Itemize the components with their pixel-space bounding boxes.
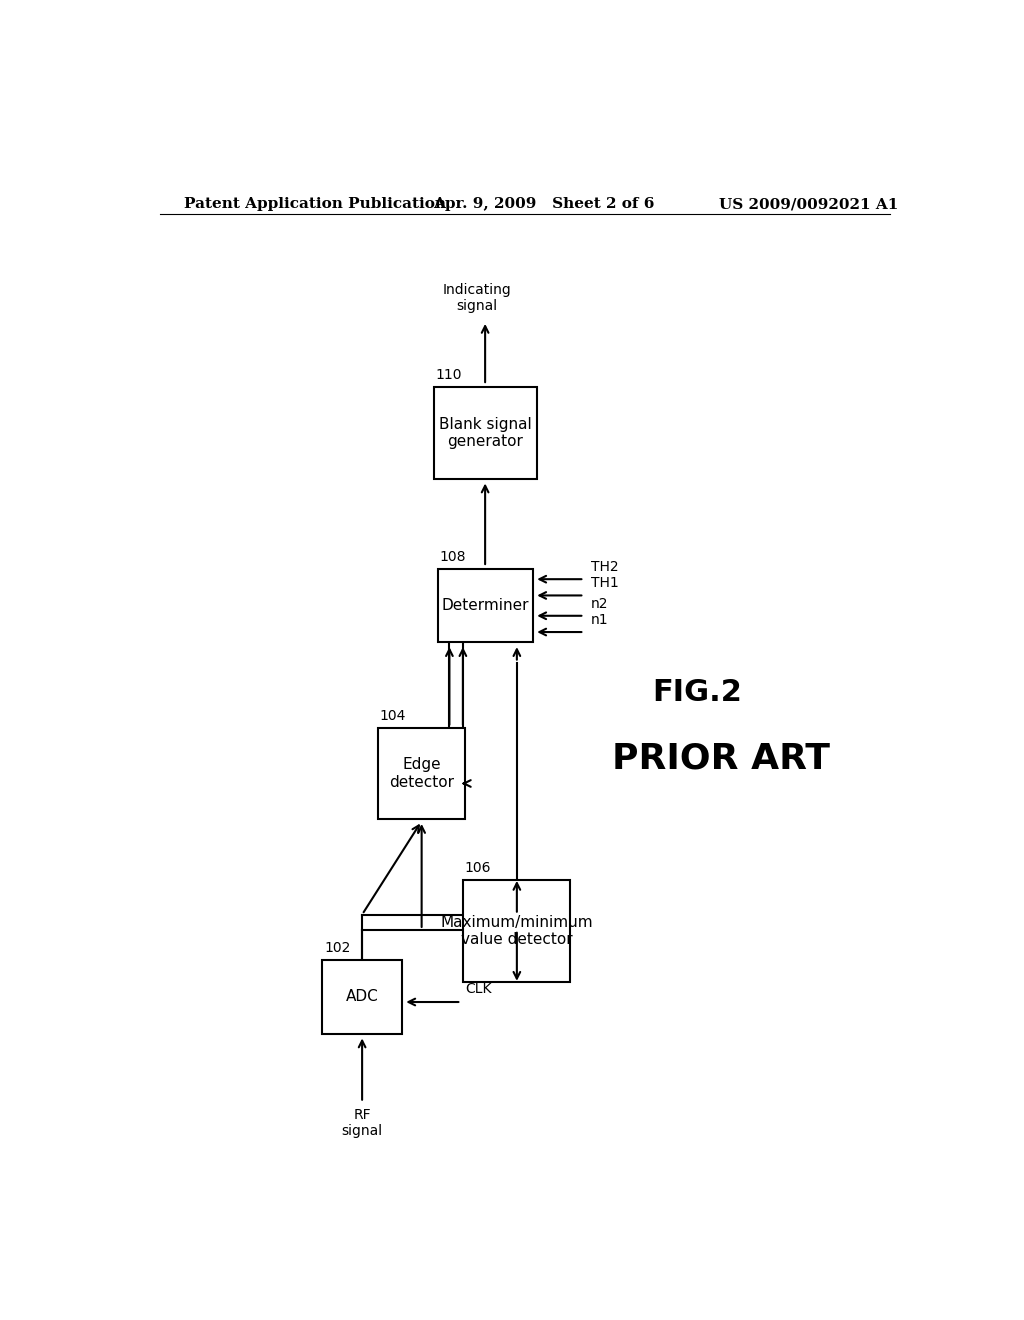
- Text: 104: 104: [380, 709, 406, 722]
- Text: CLK: CLK: [465, 982, 492, 995]
- Text: 108: 108: [439, 550, 466, 564]
- Text: TH2: TH2: [591, 560, 618, 574]
- Bar: [463, 880, 570, 982]
- Text: Blank signal
generator: Blank signal generator: [438, 417, 531, 449]
- Text: 110: 110: [435, 368, 462, 381]
- Text: FIG.2: FIG.2: [652, 677, 741, 706]
- Text: 102: 102: [324, 941, 350, 956]
- Text: 106: 106: [465, 861, 492, 875]
- Bar: [378, 727, 465, 818]
- Text: Patent Application Publication: Patent Application Publication: [183, 197, 445, 211]
- Text: Determiner: Determiner: [441, 598, 528, 612]
- Text: Indicating
signal: Indicating signal: [442, 282, 512, 313]
- Text: ADC: ADC: [346, 990, 379, 1005]
- Bar: [323, 961, 401, 1034]
- Text: n1: n1: [591, 612, 608, 627]
- Text: US 2009/0092021 A1: US 2009/0092021 A1: [719, 197, 899, 211]
- Bar: [437, 569, 532, 643]
- Text: n2: n2: [591, 597, 608, 611]
- Text: Apr. 9, 2009   Sheet 2 of 6: Apr. 9, 2009 Sheet 2 of 6: [433, 197, 655, 211]
- Text: PRIOR ART: PRIOR ART: [612, 741, 830, 775]
- Text: Edge
detector: Edge detector: [389, 758, 454, 789]
- Text: RF
signal: RF signal: [342, 1107, 383, 1138]
- Bar: [433, 387, 537, 479]
- Text: Maximum/minimum
value detector: Maximum/minimum value detector: [440, 915, 593, 946]
- Text: TH1: TH1: [591, 577, 618, 590]
